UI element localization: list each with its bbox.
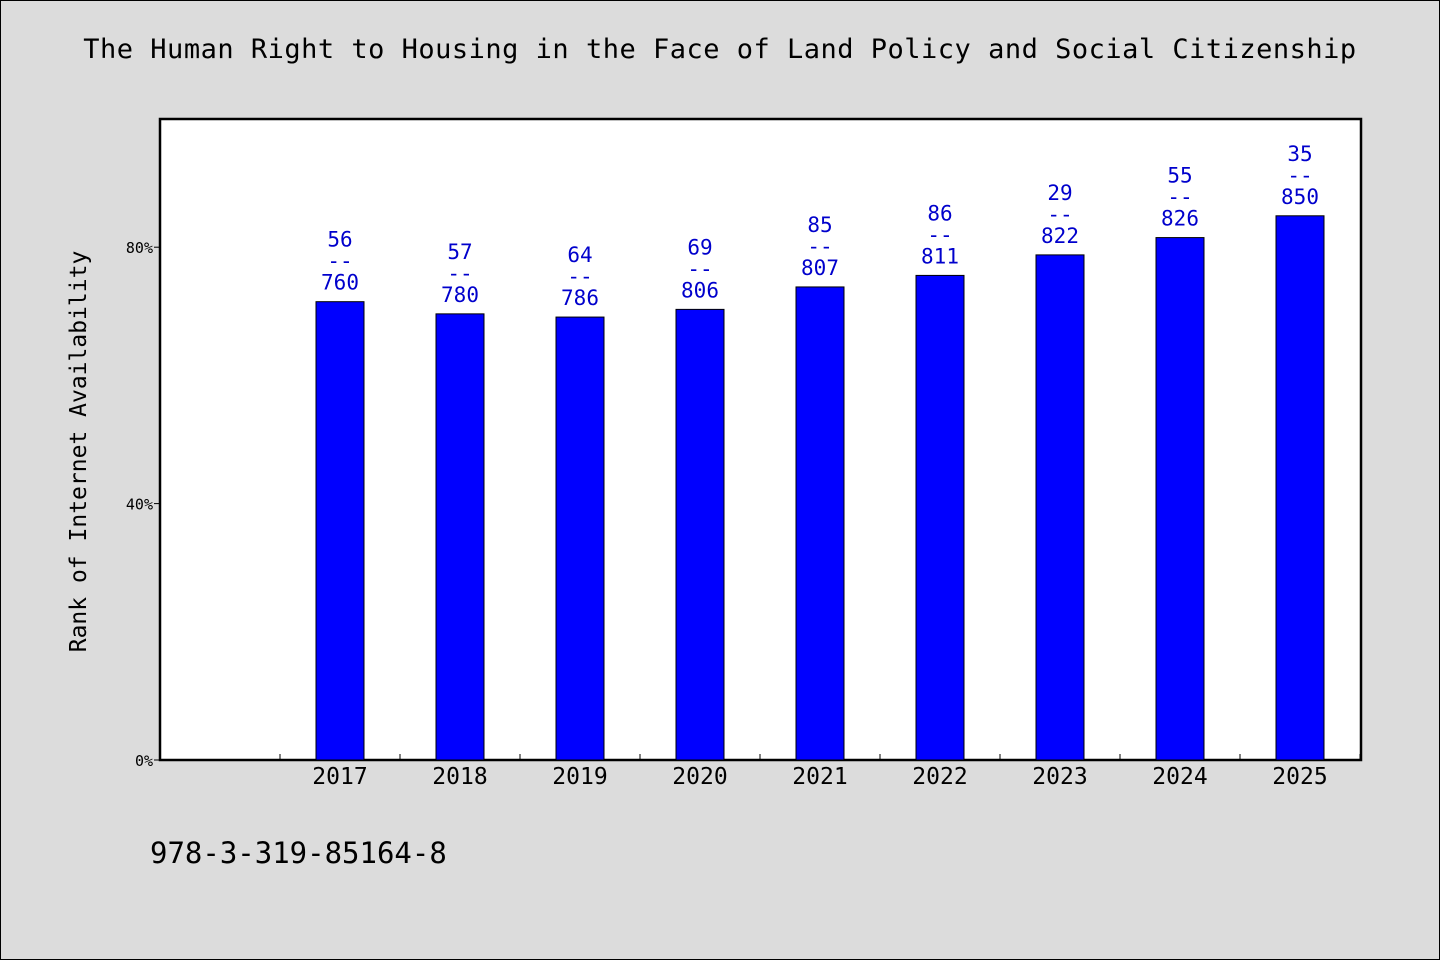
data-label-2022: 86 --811 (921, 201, 959, 268)
y-tick-label: 40% (126, 496, 153, 514)
bar-2023 (1035, 254, 1085, 761)
bar-2025 (1275, 215, 1325, 761)
bar-2021 (795, 286, 845, 761)
x-tick-label-2022: 2022 (912, 764, 967, 790)
data-label-2020: 69 --806 (681, 235, 719, 302)
x-tick-label-2024: 2024 (1152, 764, 1207, 790)
y-axis-label: Rank of Internet Availability (66, 251, 92, 653)
chart-title: The Human Right to Housing in the Face o… (83, 34, 1357, 65)
bar-2022 (915, 274, 965, 761)
data-label-2023: 29 --822 (1041, 181, 1079, 248)
y-tick-label: 80% (126, 239, 153, 257)
bar-2018 (435, 313, 485, 761)
x-tick-label-2017: 2017 (312, 764, 367, 790)
bar-2024 (1155, 237, 1205, 761)
bar-2020 (675, 308, 725, 761)
data-label-2019: 64 --786 (561, 243, 599, 310)
data-label-2017: 56 --760 (321, 228, 359, 295)
data-label-2021: 85 --807 (801, 213, 839, 280)
bar-2019 (555, 316, 605, 761)
x-tick-label-2019: 2019 (552, 764, 607, 790)
bar-2017 (315, 301, 365, 761)
data-label-2024: 55 --826 (1161, 164, 1199, 231)
data-label-2025: 35 --850 (1281, 142, 1319, 209)
x-tick-label-2025: 2025 (1272, 764, 1327, 790)
y-tick-label: 0% (135, 752, 153, 770)
x-tick-label-2023: 2023 (1032, 764, 1087, 790)
x-tick-label-2018: 2018 (432, 764, 487, 790)
x-tick-label-2020: 2020 (672, 764, 727, 790)
data-label-2018: 57 --780 (441, 240, 479, 307)
x-tick-label-2021: 2021 (792, 764, 847, 790)
isbn-text: 978-3-319-85164-8 (150, 836, 447, 870)
